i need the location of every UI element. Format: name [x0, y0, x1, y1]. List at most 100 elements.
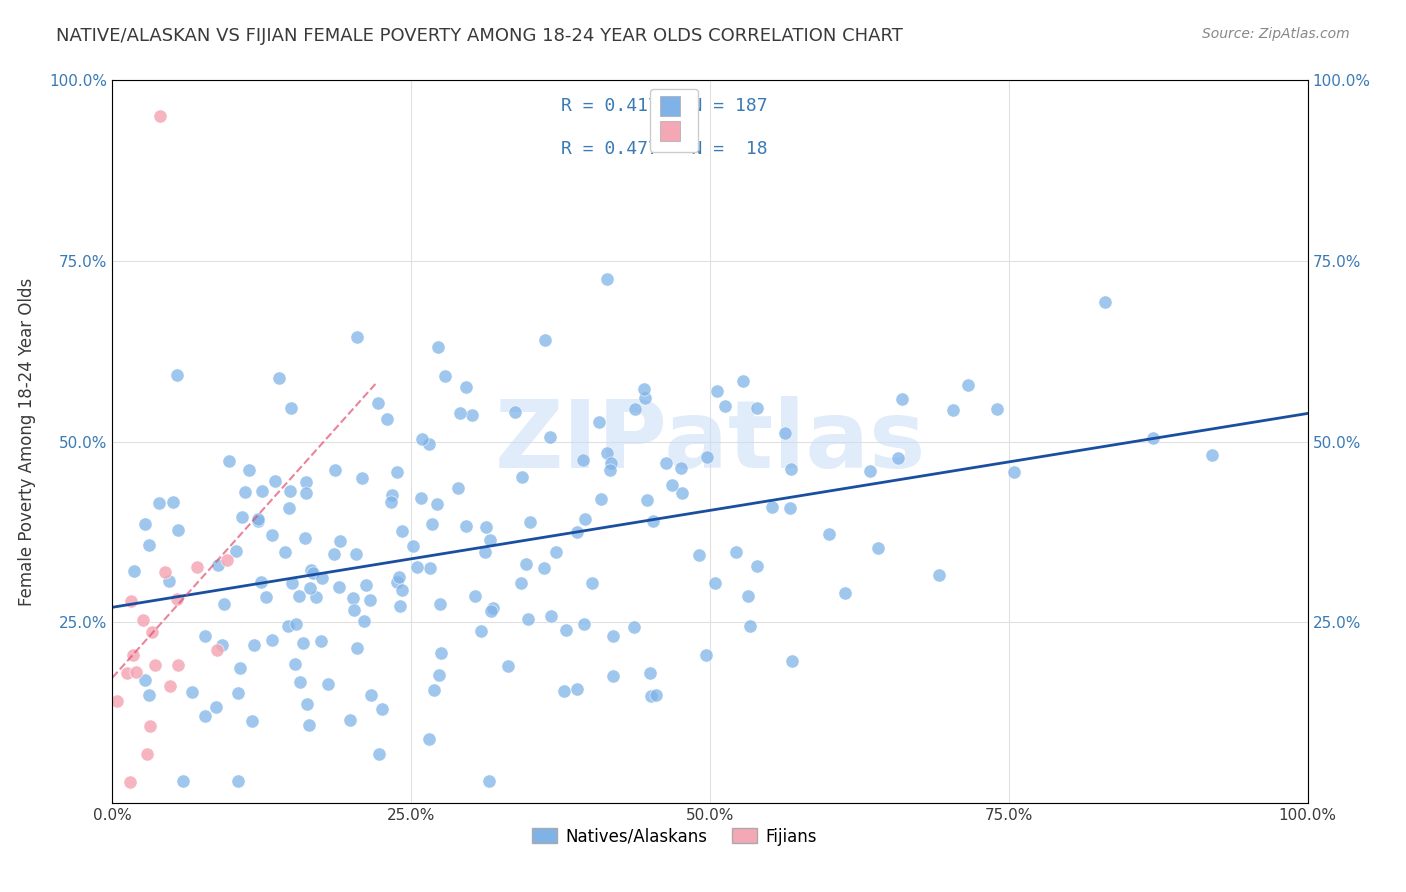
Natives/Alaskans [481, 601, 503, 615]
Natives/Alaskans [329, 534, 352, 549]
Natives/Alaskans [323, 547, 346, 561]
Natives/Alaskans [278, 500, 301, 515]
Natives/Alaskans [773, 426, 796, 441]
Fijians [143, 658, 166, 673]
Natives/Alaskans [325, 463, 347, 477]
Natives/Alaskans [591, 491, 613, 506]
Natives/Alaskans [352, 471, 374, 485]
Natives/Alaskans [291, 636, 314, 650]
Natives/Alaskans [928, 568, 950, 582]
Natives/Alaskans [747, 401, 769, 415]
Legend: Natives/Alaskans, Fijians: Natives/Alaskans, Fijians [524, 821, 824, 852]
Natives/Alaskans [449, 406, 471, 420]
Natives/Alaskans [134, 673, 156, 687]
Natives/Alaskans [288, 590, 311, 604]
Natives/Alaskans [367, 396, 389, 410]
Natives/Alaskans [375, 412, 398, 426]
Natives/Alaskans [555, 623, 578, 637]
Natives/Alaskans [942, 403, 965, 417]
Natives/Alaskans [623, 620, 645, 634]
Natives/Alaskans [553, 683, 575, 698]
Natives/Alaskans [434, 369, 457, 384]
Text: ZIPatlas: ZIPatlas [495, 395, 925, 488]
Natives/Alaskans [354, 578, 377, 592]
Natives/Alaskans [295, 486, 318, 500]
Natives/Alaskans [385, 575, 408, 590]
Natives/Alaskans [461, 408, 484, 422]
Natives/Alaskans [281, 576, 304, 591]
Natives/Alaskans [429, 646, 451, 660]
Natives/Alaskans [278, 484, 301, 499]
Fijians [217, 553, 239, 567]
Natives/Alaskans [420, 517, 443, 532]
Natives/Alaskans [353, 614, 375, 628]
Fijians [153, 565, 176, 579]
Natives/Alaskans [260, 528, 283, 542]
Natives/Alaskans [634, 391, 657, 405]
Natives/Alaskans [636, 493, 658, 508]
Natives/Alaskans [588, 415, 610, 429]
Natives/Alaskans [623, 402, 645, 417]
Natives/Alaskans [328, 581, 350, 595]
Natives/Alaskans [427, 667, 450, 681]
Natives/Alaskans [298, 581, 321, 595]
Natives/Alaskans [194, 629, 217, 643]
Natives/Alaskans [747, 559, 769, 574]
Natives/Alaskans [475, 520, 498, 534]
Natives/Alaskans [470, 624, 492, 639]
Natives/Alaskans [818, 527, 841, 541]
Natives/Alaskans [477, 774, 499, 789]
Natives/Alaskans [406, 560, 429, 574]
Natives/Alaskans [371, 702, 394, 716]
Natives/Alaskans [298, 717, 321, 731]
Fijians [122, 648, 145, 663]
Natives/Alaskans [574, 512, 596, 526]
Natives/Alaskans [138, 538, 160, 552]
Natives/Alaskans [252, 484, 274, 499]
Text: NATIVE/ALASKAN VS FIJIAN FEMALE POVERTY AMONG 18-24 YEAR OLDS CORRELATION CHART: NATIVE/ALASKAN VS FIJIAN FEMALE POVERTY … [56, 27, 903, 45]
Natives/Alaskans [886, 450, 908, 465]
Natives/Alaskans [122, 564, 145, 578]
Natives/Alaskans [311, 571, 333, 585]
Natives/Alaskans [419, 561, 441, 575]
Natives/Alaskans [346, 641, 368, 656]
Y-axis label: Female Poverty Among 18-24 Year Olds: Female Poverty Among 18-24 Year Olds [18, 277, 35, 606]
Natives/Alaskans [834, 585, 856, 599]
Natives/Alaskans [661, 478, 683, 492]
Natives/Alaskans [246, 512, 269, 526]
Natives/Alaskans [359, 592, 381, 607]
Natives/Alaskans [572, 616, 595, 631]
Natives/Alaskans [740, 619, 762, 633]
Natives/Alaskans [780, 461, 803, 475]
Natives/Alaskans [250, 574, 273, 589]
Natives/Alaskans [565, 524, 588, 539]
Natives/Alaskans [638, 665, 661, 680]
Natives/Alaskans [418, 732, 440, 747]
Natives/Alaskans [218, 454, 240, 468]
Natives/Alaskans [510, 470, 533, 484]
Natives/Alaskans [731, 375, 754, 389]
Natives/Alaskans [782, 654, 804, 668]
Natives/Alaskans [138, 688, 160, 702]
Natives/Alaskans [402, 539, 425, 553]
Natives/Alaskans [157, 574, 180, 589]
Natives/Alaskans [172, 774, 194, 789]
Text: R = 0.477   N =  18: R = 0.477 N = 18 [561, 140, 768, 158]
Natives/Alaskans [391, 583, 413, 598]
Natives/Alaskans [226, 774, 249, 789]
Fijians [205, 643, 228, 657]
Natives/Alaskans [418, 437, 440, 451]
Natives/Alaskans [409, 491, 432, 505]
Natives/Alaskans [242, 638, 264, 652]
Natives/Alaskans [1201, 448, 1223, 462]
Natives/Alaskans [391, 524, 413, 538]
Fijians [159, 679, 181, 693]
Natives/Alaskans [285, 616, 308, 631]
Natives/Alaskans [231, 510, 253, 524]
Natives/Alaskans [422, 682, 444, 697]
Natives/Alaskans [540, 609, 562, 624]
Natives/Alaskans [304, 590, 326, 604]
Natives/Alaskans [479, 533, 502, 548]
Natives/Alaskans [565, 681, 588, 696]
Natives/Alaskans [211, 638, 233, 652]
